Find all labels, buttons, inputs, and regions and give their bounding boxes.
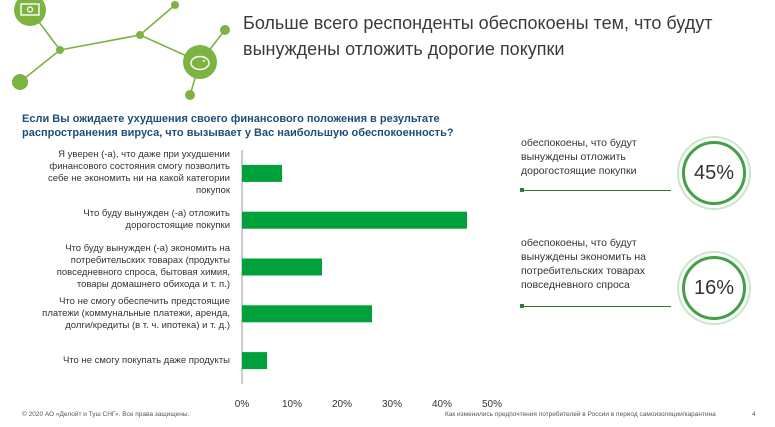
bar-3 bbox=[242, 258, 322, 276]
bar-2 bbox=[242, 211, 467, 229]
x-tick-label: 10% bbox=[282, 399, 302, 410]
callout-dot-1 bbox=[520, 188, 524, 192]
network-decoration bbox=[12, 0, 230, 100]
bar-4 bbox=[242, 305, 372, 323]
callout-line-2 bbox=[521, 306, 671, 307]
footer-copyright: © 2020 АО «Делойт и Туш СНГ». Все права … bbox=[22, 411, 190, 418]
bar-5 bbox=[242, 352, 267, 370]
callout-text-2: обеспокоены, что будут вынуждены экономи… bbox=[521, 237, 647, 291]
footer-subtitle: Как изменились предпочтения потребителей… bbox=[445, 411, 716, 418]
x-tick-label: 20% bbox=[332, 399, 352, 410]
category-label-4: Что не смогу обеспечить предстоящие плат… bbox=[42, 295, 230, 331]
category-label-5: Что не смогу покупать даже продукты bbox=[62, 354, 230, 366]
x-tick-label: 50% bbox=[482, 399, 502, 410]
x-tick-label: 40% bbox=[432, 399, 452, 410]
page-number: 4 bbox=[752, 411, 756, 418]
x-tick-label: 30% bbox=[382, 399, 402, 410]
callout-text-1: обеспокоены, что будут вынуждены отложит… bbox=[521, 137, 637, 177]
piggy-bank-icon bbox=[183, 45, 217, 79]
category-label-3: Что буду вынужден (-а) экономить на потр… bbox=[56, 243, 230, 290]
category-label-1: Я уверен (-а), что даже при ухудшении фи… bbox=[48, 149, 230, 197]
x-tick-label: 0% bbox=[235, 399, 250, 410]
survey-question: Если Вы ожидаете ухудшения своего финанс… bbox=[22, 113, 454, 139]
money-icon bbox=[14, 0, 46, 26]
callout-dot-2 bbox=[520, 304, 524, 308]
category-label-2: Что буду вынужден (-а) отложить дорогост… bbox=[83, 208, 230, 232]
page-title: Больше всего респонденты обеспокоены тем… bbox=[243, 13, 713, 59]
callout-line-1 bbox=[521, 190, 671, 191]
percent-badge-1: 45% bbox=[682, 141, 746, 205]
bar-1 bbox=[242, 164, 282, 182]
percent-badge-2: 16% bbox=[682, 256, 746, 320]
